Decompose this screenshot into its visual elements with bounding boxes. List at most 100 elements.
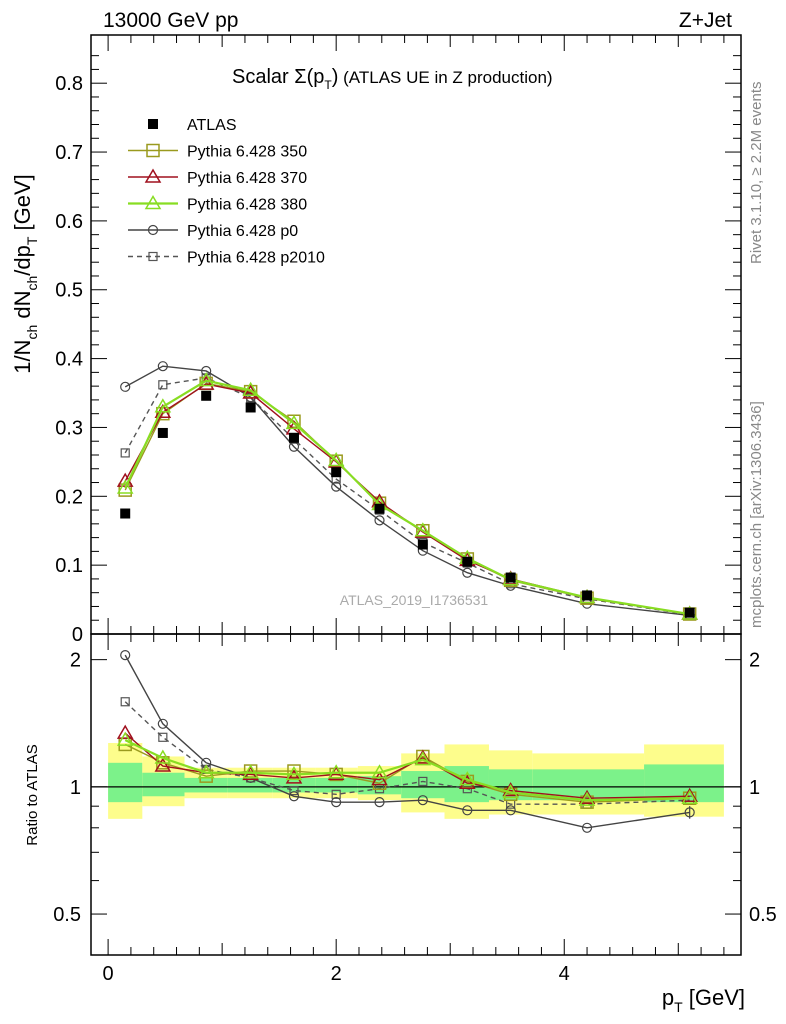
series-line-p0: [124, 365, 690, 617]
ratio-point-p380: [459, 771, 476, 786]
legend-marker: [144, 195, 162, 210]
point-atlas: [245, 402, 256, 413]
mcplots-label: mcplots.cern.ch [arXiv:1306.3436]: [748, 401, 765, 628]
ratio-y-tick-label-left: 2: [70, 650, 81, 672]
plot-title-sub: T: [324, 78, 332, 92]
series-p380: [116, 372, 698, 620]
legend-marker: [144, 168, 162, 183]
legend-entry-atlas: ATLAS: [148, 117, 237, 134]
ratio-point-p0: [581, 822, 593, 833]
legend-label: Pythia 6.428 p2010: [187, 250, 325, 267]
series-p350: [118, 376, 697, 621]
point-p2010: [120, 448, 130, 458]
point-p380: [285, 414, 303, 430]
axis-label-part: T: [674, 999, 683, 1015]
point-p0: [462, 567, 473, 578]
ratio-y-tick-label-right: 0.5: [749, 904, 777, 926]
point-atlas: [582, 590, 593, 601]
legend-entry-p2010: Pythia 6.428 p2010: [128, 250, 325, 267]
header-left-label: 13000 GeV pp: [103, 9, 238, 32]
x-tick-label: 2: [331, 963, 342, 985]
x-axis-label: pT [GeV]: [662, 985, 745, 1015]
point-atlas: [462, 556, 473, 567]
main-y-tick-label: 0.2: [55, 486, 83, 508]
axis-label-part: [GeV]: [10, 174, 35, 236]
band-inner: [184, 777, 228, 793]
point-p380: [327, 452, 345, 467]
ratio-point-p350: [287, 764, 301, 778]
point-p0: [157, 361, 168, 372]
axis-label-part: dN: [10, 291, 35, 325]
legend-entry-p0: Pythia 6.428 p0: [128, 223, 298, 240]
legend-label: Pythia 6.428 380: [187, 197, 307, 214]
ratio-point-p0: [157, 718, 168, 729]
band-inner: [315, 777, 358, 793]
main-y-tick-label: 0.7: [55, 142, 83, 164]
legend-label: Pythia 6.428 350: [187, 144, 307, 161]
main-y-tick-label: 0.1: [55, 555, 83, 577]
legend-entry-p380: Pythia 6.428 380: [128, 195, 307, 214]
point-p0: [120, 381, 131, 392]
ratio-point-p380: [502, 783, 519, 799]
plot-title-close: ): [332, 66, 339, 88]
ratio-point-p0: [331, 797, 342, 808]
axis-label-part: T: [24, 236, 40, 245]
ratio-point-p370: [681, 787, 698, 803]
ratio-line-p380: [124, 739, 690, 802]
legend-marker: [146, 143, 160, 158]
axis-label-part: p: [662, 985, 674, 1010]
legend-label: ATLAS: [187, 117, 237, 134]
ratio-y-tick-label-right: 2: [749, 650, 760, 672]
point-atlas: [157, 427, 168, 438]
band-inner: [401, 771, 445, 799]
ratio-point-p370: [371, 771, 388, 786]
ratio-point-p380: [242, 764, 259, 779]
point-atlas: [417, 539, 428, 550]
ratio-point-p2010: [418, 776, 428, 787]
legend: ATLAS Pythia 6.428 350 Pythia 6.428 370 Pyt…: [128, 117, 325, 267]
ratio-point-p380: [371, 764, 388, 779]
point-atlas: [331, 467, 342, 478]
ratio-point-p0: [417, 795, 428, 806]
ratio-panel-frame: [90, 633, 742, 956]
axis-label-part: [GeV]: [683, 985, 745, 1010]
ratio-point-p2010: [120, 697, 130, 707]
ratio-point-p0: [374, 797, 385, 808]
rivet-version-label: Rivet 3.1.10, ≥ 2.2M events: [748, 82, 765, 265]
ratio-line-p350: [124, 743, 690, 803]
series-line-p350: [124, 382, 690, 615]
point-atlas: [201, 390, 212, 401]
ratio-point-p2010: [289, 785, 299, 796]
analysis-watermark: ATLAS_2019_I1736531: [340, 592, 489, 608]
tick-labels: 0 0.1 0.2 0.3 0.4 0.5 0.6 0.7 0.8 0 2 4 0.5 0.5 1 1 2 2: [53, 73, 777, 985]
main-y-tick-label: 0.6: [55, 211, 83, 233]
series-line-p2010: [124, 377, 690, 616]
ratio-point-p2010: [331, 789, 341, 799]
ratio-y-tick-label-right: 1: [749, 777, 760, 799]
axis-label-part: ch: [24, 276, 40, 291]
ratio-series-p0: [120, 650, 695, 833]
ratio-point-p370: [502, 782, 519, 797]
legend-entry-p370: Pythia 6.428 370: [128, 168, 307, 187]
point-p380: [116, 479, 134, 494]
axis-label-part: ch: [24, 325, 40, 340]
ratio-point-p370: [459, 774, 476, 789]
ratio-point-p380: [197, 764, 215, 779]
header-right-label: Z+Jet: [679, 9, 732, 32]
ratio-line-p370: [124, 732, 690, 799]
point-p0: [201, 365, 212, 377]
point-atlas: [288, 432, 299, 443]
main-y-tick-label: 0: [72, 624, 83, 646]
legend-marker: [148, 251, 158, 262]
band-inner: [108, 762, 143, 803]
ratio-point-p0: [288, 791, 300, 802]
ratio-point-p0: [505, 805, 516, 816]
ratio-point-p380: [327, 764, 345, 779]
legend-marker: [148, 119, 158, 129]
series-p370: [116, 375, 698, 620]
ratio-y-tick-label-left: 0.5: [53, 904, 81, 926]
series-line-p370: [124, 383, 690, 615]
point-atlas: [505, 572, 516, 583]
point-atlas: [684, 607, 695, 618]
